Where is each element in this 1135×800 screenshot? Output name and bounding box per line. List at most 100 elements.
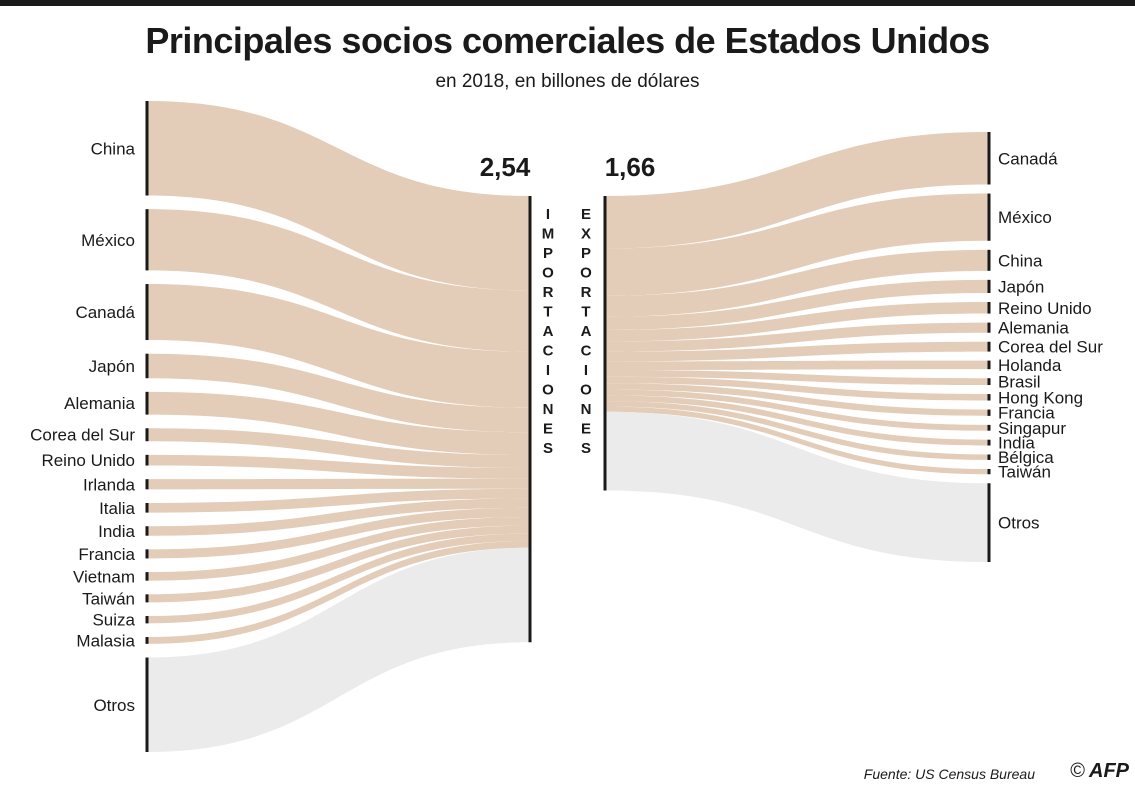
exports-label-japon: Japón (998, 277, 1044, 296)
exports-vertical-letter: N (581, 401, 592, 418)
imports-flow-taiwan (147, 525, 530, 603)
exports-label-otros: Otros (998, 514, 1040, 533)
exports-label-taiwan: Taiwán (998, 463, 1051, 482)
imports-flow-reino-unido (147, 454, 530, 479)
imports-vertical-letter: R (543, 284, 554, 301)
exports-label-singapur: Singapur (998, 419, 1066, 438)
exports-vertical-letter: S (581, 440, 591, 457)
exports-flow-japon (605, 279, 989, 330)
chart-subtitle: en 2018, en billones de dólares (435, 71, 700, 92)
exports-vertical-letter: E (581, 206, 591, 223)
exports-label-francia: Francia (998, 404, 1055, 423)
imports-vertical-letter: A (543, 323, 554, 340)
exports-flow-holanda (605, 360, 989, 370)
exports-flow-singapur (605, 389, 989, 431)
imports-flow-otros (147, 547, 530, 752)
imports-flow-japon (147, 353, 530, 433)
imports-vertical-letter: O (542, 265, 554, 282)
imports-label-india: India (98, 522, 135, 541)
exports-flow-otros (605, 411, 989, 562)
exports-flow-canada (605, 132, 989, 249)
imports-flow-malasia (147, 540, 530, 644)
copyright-symbol: © (1070, 760, 1085, 782)
exports-label-holanda: Holanda (998, 356, 1062, 375)
source-note: Fuente: US Census Bureau (863, 766, 1035, 782)
imports-label-reino-unido: Reino Unido (41, 451, 135, 470)
imports-vertical-letter: S (543, 440, 553, 457)
exports-flow-corea-del-sur (605, 341, 989, 362)
exports-vertical-letter: P (581, 245, 591, 262)
top-bar (0, 0, 1135, 6)
imports-label-japon: Japón (89, 357, 135, 376)
imports-vertical-letter: N (543, 401, 554, 418)
imports-label-taiwan: Taiwán (82, 589, 135, 608)
exports-label-reino-unido: Reino Unido (998, 299, 1092, 318)
exports-flow-reino-unido (605, 302, 989, 342)
exports-flow-brasil (605, 369, 989, 386)
exports-flow-china (605, 249, 989, 317)
imports-vertical-letter: T (543, 304, 552, 321)
exports-flow-india (605, 395, 989, 446)
imports-label-alemania: Alemania (64, 394, 135, 413)
imports-vertical-letter: M (542, 226, 555, 243)
exports-vertical-letter: C (581, 343, 592, 360)
imports-vertical-letter: E (543, 421, 553, 438)
imports-flow-suiza (147, 533, 530, 624)
exports-label-india: India (998, 434, 1035, 453)
imports-label-otros: Otros (93, 696, 135, 715)
exports-vertical-letter: O (580, 265, 592, 282)
exports-flow-hong-kong (605, 376, 989, 401)
imports-vertical-letter: C (543, 343, 554, 360)
imports-label-china: China (91, 139, 136, 158)
exports-label-hong-kong: Hong Kong (998, 388, 1083, 407)
exports-label-belgica: Bélgica (998, 448, 1054, 467)
imports-vertical-letter: O (542, 382, 554, 399)
imports-label-irlanda: Irlanda (83, 475, 136, 494)
exports-label-china: China (998, 251, 1043, 270)
chart-title: Principales socios comerciales de Estado… (145, 20, 990, 61)
copyright: © AFP (1070, 760, 1129, 783)
imports-flow-mexico (147, 209, 530, 352)
imports-label-vietnam: Vietnam (73, 567, 135, 586)
imports-label-mexico: México (81, 231, 135, 250)
afp-logo: AFP (1089, 760, 1129, 782)
exports-label-brasil: Brasil (998, 373, 1041, 392)
imports-flow-canada (147, 284, 530, 408)
imports-label-francia: Francia (78, 545, 135, 564)
exports-vertical-letter: I (584, 362, 588, 379)
imports-flow-corea-del-sur (147, 428, 530, 468)
imports-label-suiza: Suiza (92, 611, 135, 630)
imports-label-corea-del-sur: Corea del Sur (30, 426, 135, 445)
imports-vertical-letter: P (543, 245, 553, 262)
exports-flow-belgica (605, 401, 989, 460)
exports-total-value: 1,66 (605, 152, 656, 182)
imports-label-canada: Canadá (75, 303, 135, 322)
exports-vertical-letter: T (581, 304, 590, 321)
imports-flow-india (147, 498, 530, 536)
imports-vertical-letter: I (546, 362, 550, 379)
imports-flow-vietnam (147, 516, 530, 581)
exports-vertical-letter: A (581, 323, 592, 340)
exports-flow-taiwan (605, 406, 989, 475)
imports-flow-alemania (147, 391, 530, 455)
imports-flow-irlanda (147, 478, 530, 490)
imports-flow-china (147, 101, 530, 291)
exports-flow-alemania (605, 322, 989, 352)
exports-label-alemania: Alemania (998, 319, 1069, 338)
exports-label-mexico: México (998, 208, 1052, 227)
imports-total-value: 2,54 (480, 152, 531, 182)
exports-vertical-letter: R (581, 284, 592, 301)
exports-vertical-letter: E (581, 421, 591, 438)
exports-vertical-letter: O (580, 382, 592, 399)
exports-vertical-letter: X (581, 226, 591, 243)
imports-label-malasia: Malasia (76, 631, 135, 650)
exports-label-corea-del-sur: Corea del Sur (998, 338, 1103, 357)
imports-label-italia: Italia (99, 499, 135, 518)
imports-vertical-letter: I (546, 206, 550, 223)
exports-flow-francia (605, 383, 989, 416)
exports-flow-mexico (605, 193, 989, 296)
imports-flow-francia (147, 507, 530, 559)
imports-flow-italia (147, 488, 530, 513)
exports-label-canada: Canadá (998, 149, 1058, 168)
